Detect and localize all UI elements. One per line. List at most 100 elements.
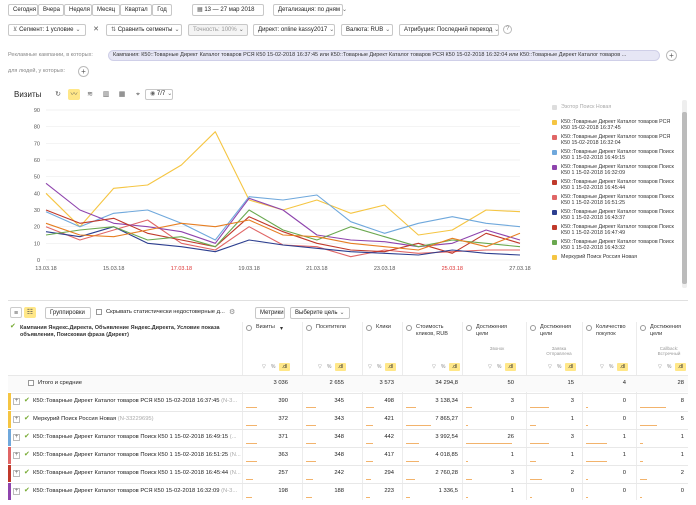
percent-icon[interactable]: % <box>497 364 502 370</box>
bar-toggle-icon[interactable]: .dl <box>505 363 516 371</box>
expand-icon[interactable]: + <box>13 452 20 459</box>
table-row[interactable] <box>8 411 688 428</box>
legend-scroll-thumb[interactable] <box>682 112 687 284</box>
table-row[interactable] <box>8 483 688 500</box>
percent-icon[interactable]: % <box>441 364 446 370</box>
row-name[interactable]: К50::Товарные Директ Каталог товаров Пои… <box>33 434 243 440</box>
percent-icon[interactable]: % <box>377 364 382 370</box>
expand-icon[interactable]: + <box>13 434 20 441</box>
map-pin-icon[interactable]: ⌖ <box>136 91 140 98</box>
column-select-radio[interactable] <box>406 325 412 331</box>
legend-item[interactable]: К50::Товарные Директ Каталог товаров Пои… <box>552 209 682 223</box>
checkbox-checked-icon[interactable] <box>552 120 557 125</box>
metrics-button[interactable]: Метрики <box>255 307 285 319</box>
checkbox-checked-icon[interactable] <box>552 195 557 200</box>
row-name[interactable]: К50::Товарные Директ Каталог товаров РСЯ… <box>33 398 243 404</box>
period-button[interactable]: Вчера <box>38 4 64 16</box>
row-name[interactable]: К50::Товарные Директ Каталог товаров Пои… <box>33 452 243 458</box>
column-header[interactable]: Достижения цели <box>650 324 682 337</box>
column-select-radio[interactable] <box>246 325 252 331</box>
detail-dropdown[interactable]: Детализация: по дням ⌄ <box>273 4 347 16</box>
column-select-radio[interactable] <box>306 325 312 331</box>
column-select-radio[interactable] <box>466 325 472 331</box>
bar-toggle-icon[interactable]: .dl <box>565 363 576 371</box>
legend-item[interactable]: К50::Товарные Директ Каталог товаров Пои… <box>552 149 682 163</box>
bar-toggle-icon[interactable]: .dl <box>335 363 346 371</box>
add-filter-icon[interactable]: + <box>666 50 677 61</box>
column-header[interactable]: Достижения цели <box>540 324 572 337</box>
table-row[interactable] <box>8 429 688 446</box>
series-line[interactable] <box>45 219 520 258</box>
legend-item[interactable]: К50::Товарные Директ Каталог товаров Пои… <box>552 164 682 178</box>
bar-toggle-icon[interactable]: .dl <box>617 363 628 371</box>
checkbox-checked-icon[interactable] <box>552 135 557 140</box>
funnel-icon[interactable]: ▽ <box>262 364 266 370</box>
checkmark-icon[interactable]: ✔ <box>24 469 30 476</box>
series-line[interactable] <box>45 209 521 254</box>
checkbox-checked-icon[interactable] <box>552 225 557 230</box>
currency-dropdown[interactable]: Валюта: RUB ⌄ <box>341 24 393 36</box>
column-header[interactable]: Достижения цели <box>476 324 508 337</box>
expand-icon[interactable]: + <box>13 488 20 495</box>
period-button[interactable]: Месяц <box>92 4 120 16</box>
column-header[interactable]: Стоимость кликов, RUB <box>416 324 448 337</box>
date-range-picker[interactable]: ▦ 13 — 27 мар 2018 <box>192 4 264 16</box>
campaign-filter-pill[interactable]: Кампания: К50::Товарные Директ Каталог т… <box>108 50 660 61</box>
checkbox-checked-icon[interactable] <box>552 240 557 245</box>
column-select-radio[interactable] <box>586 325 592 331</box>
hide-unreliable-checkbox[interactable] <box>96 309 102 315</box>
bar-toggle-icon[interactable]: .dl <box>279 363 290 371</box>
column-header[interactable]: Количество покупок <box>596 324 626 337</box>
series-line[interactable] <box>45 194 521 241</box>
attribution-dropdown[interactable]: Атрибуция: Последний переход ⌄ <box>399 24 499 36</box>
clear-segment-icon[interactable]: ✕ <box>93 26 99 33</box>
checkmark-icon[interactable]: ✔ <box>24 487 30 494</box>
period-button[interactable]: Неделя <box>64 4 92 16</box>
series-line[interactable] <box>45 219 521 251</box>
legend-item[interactable]: Эзотор Поиск Новая <box>552 104 682 118</box>
column-select-radio[interactable] <box>366 325 372 331</box>
bar-toggle-icon[interactable]: .dl <box>675 363 686 371</box>
legend-item[interactable]: К50::Товарные Директ Каталог товаров Пои… <box>552 239 682 253</box>
column-select-radio[interactable] <box>530 325 536 331</box>
series-line[interactable] <box>45 182 521 248</box>
bar-toggle-icon[interactable]: .dl <box>449 363 460 371</box>
checkmark-icon[interactable]: ✔ <box>10 323 16 330</box>
legend-item[interactable]: К50::Товарные Директ Каталог товаров Пои… <box>552 194 682 208</box>
bar-chart-icon[interactable]: ▥ <box>102 91 110 98</box>
expand-icon[interactable]: + <box>13 416 20 423</box>
period-button[interactable]: Сегодня <box>8 4 38 16</box>
legend-item[interactable]: К50::Товарные Директ Каталог товаров Пои… <box>552 224 682 238</box>
legend-item[interactable]: К50::Товарные Директ Каталог товаров РСЯ… <box>552 134 682 148</box>
accuracy-dropdown[interactable]: Точность: 100% ⌄ <box>188 24 248 36</box>
choose-goal-dropdown[interactable]: Выберите цель ⌄ <box>290 307 350 319</box>
row-name[interactable]: Меркурий Поиск Россия Новая (N-33229695) <box>33 416 243 422</box>
checkbox-checked-icon[interactable] <box>552 165 557 170</box>
gear-icon[interactable]: ⚙ <box>229 309 236 316</box>
table-row[interactable] <box>8 465 688 482</box>
series-line[interactable] <box>45 209 521 248</box>
tree-view-icon[interactable]: ☷ <box>24 307 36 318</box>
expand-icon[interactable]: + <box>13 470 20 477</box>
grid-icon[interactable]: ▦ <box>118 91 126 98</box>
series-line[interactable] <box>45 226 521 256</box>
legend-item[interactable]: Меркурий Поиск Россия Новая <box>552 254 682 268</box>
period-button[interactable]: Год <box>152 4 172 16</box>
column-header[interactable]: Посетители <box>316 324 346 330</box>
totals-checkbox[interactable] <box>28 380 34 386</box>
column-header[interactable]: Клики <box>376 324 391 330</box>
funnel-icon[interactable]: ▽ <box>658 364 662 370</box>
checkmark-icon[interactable]: ✔ <box>24 451 30 458</box>
dimension-header[interactable]: Кампания Яндекс.Директа, Объявление Янде… <box>20 325 220 338</box>
row-name[interactable]: К50::Товарные Директ Каталог товаров РСЯ… <box>33 488 243 494</box>
checkmark-icon[interactable]: ✔ <box>24 433 30 440</box>
legend-item[interactable]: К50::Товарные Директ Каталог товаров Пои… <box>552 179 682 193</box>
checkmark-icon[interactable]: ✔ <box>24 415 30 422</box>
funnel-icon[interactable]: ▽ <box>548 364 552 370</box>
funnel-icon[interactable]: ▽ <box>432 364 436 370</box>
series-count-dropdown[interactable]: ◉ 7/7 ⌄ <box>145 89 173 100</box>
direct-account-dropdown[interactable]: Директ: online kassy2017 ⌄ <box>253 24 335 36</box>
checkmark-icon[interactable]: ✔ <box>24 397 30 404</box>
funnel-icon[interactable]: ▽ <box>488 364 492 370</box>
table-row[interactable] <box>8 447 688 464</box>
